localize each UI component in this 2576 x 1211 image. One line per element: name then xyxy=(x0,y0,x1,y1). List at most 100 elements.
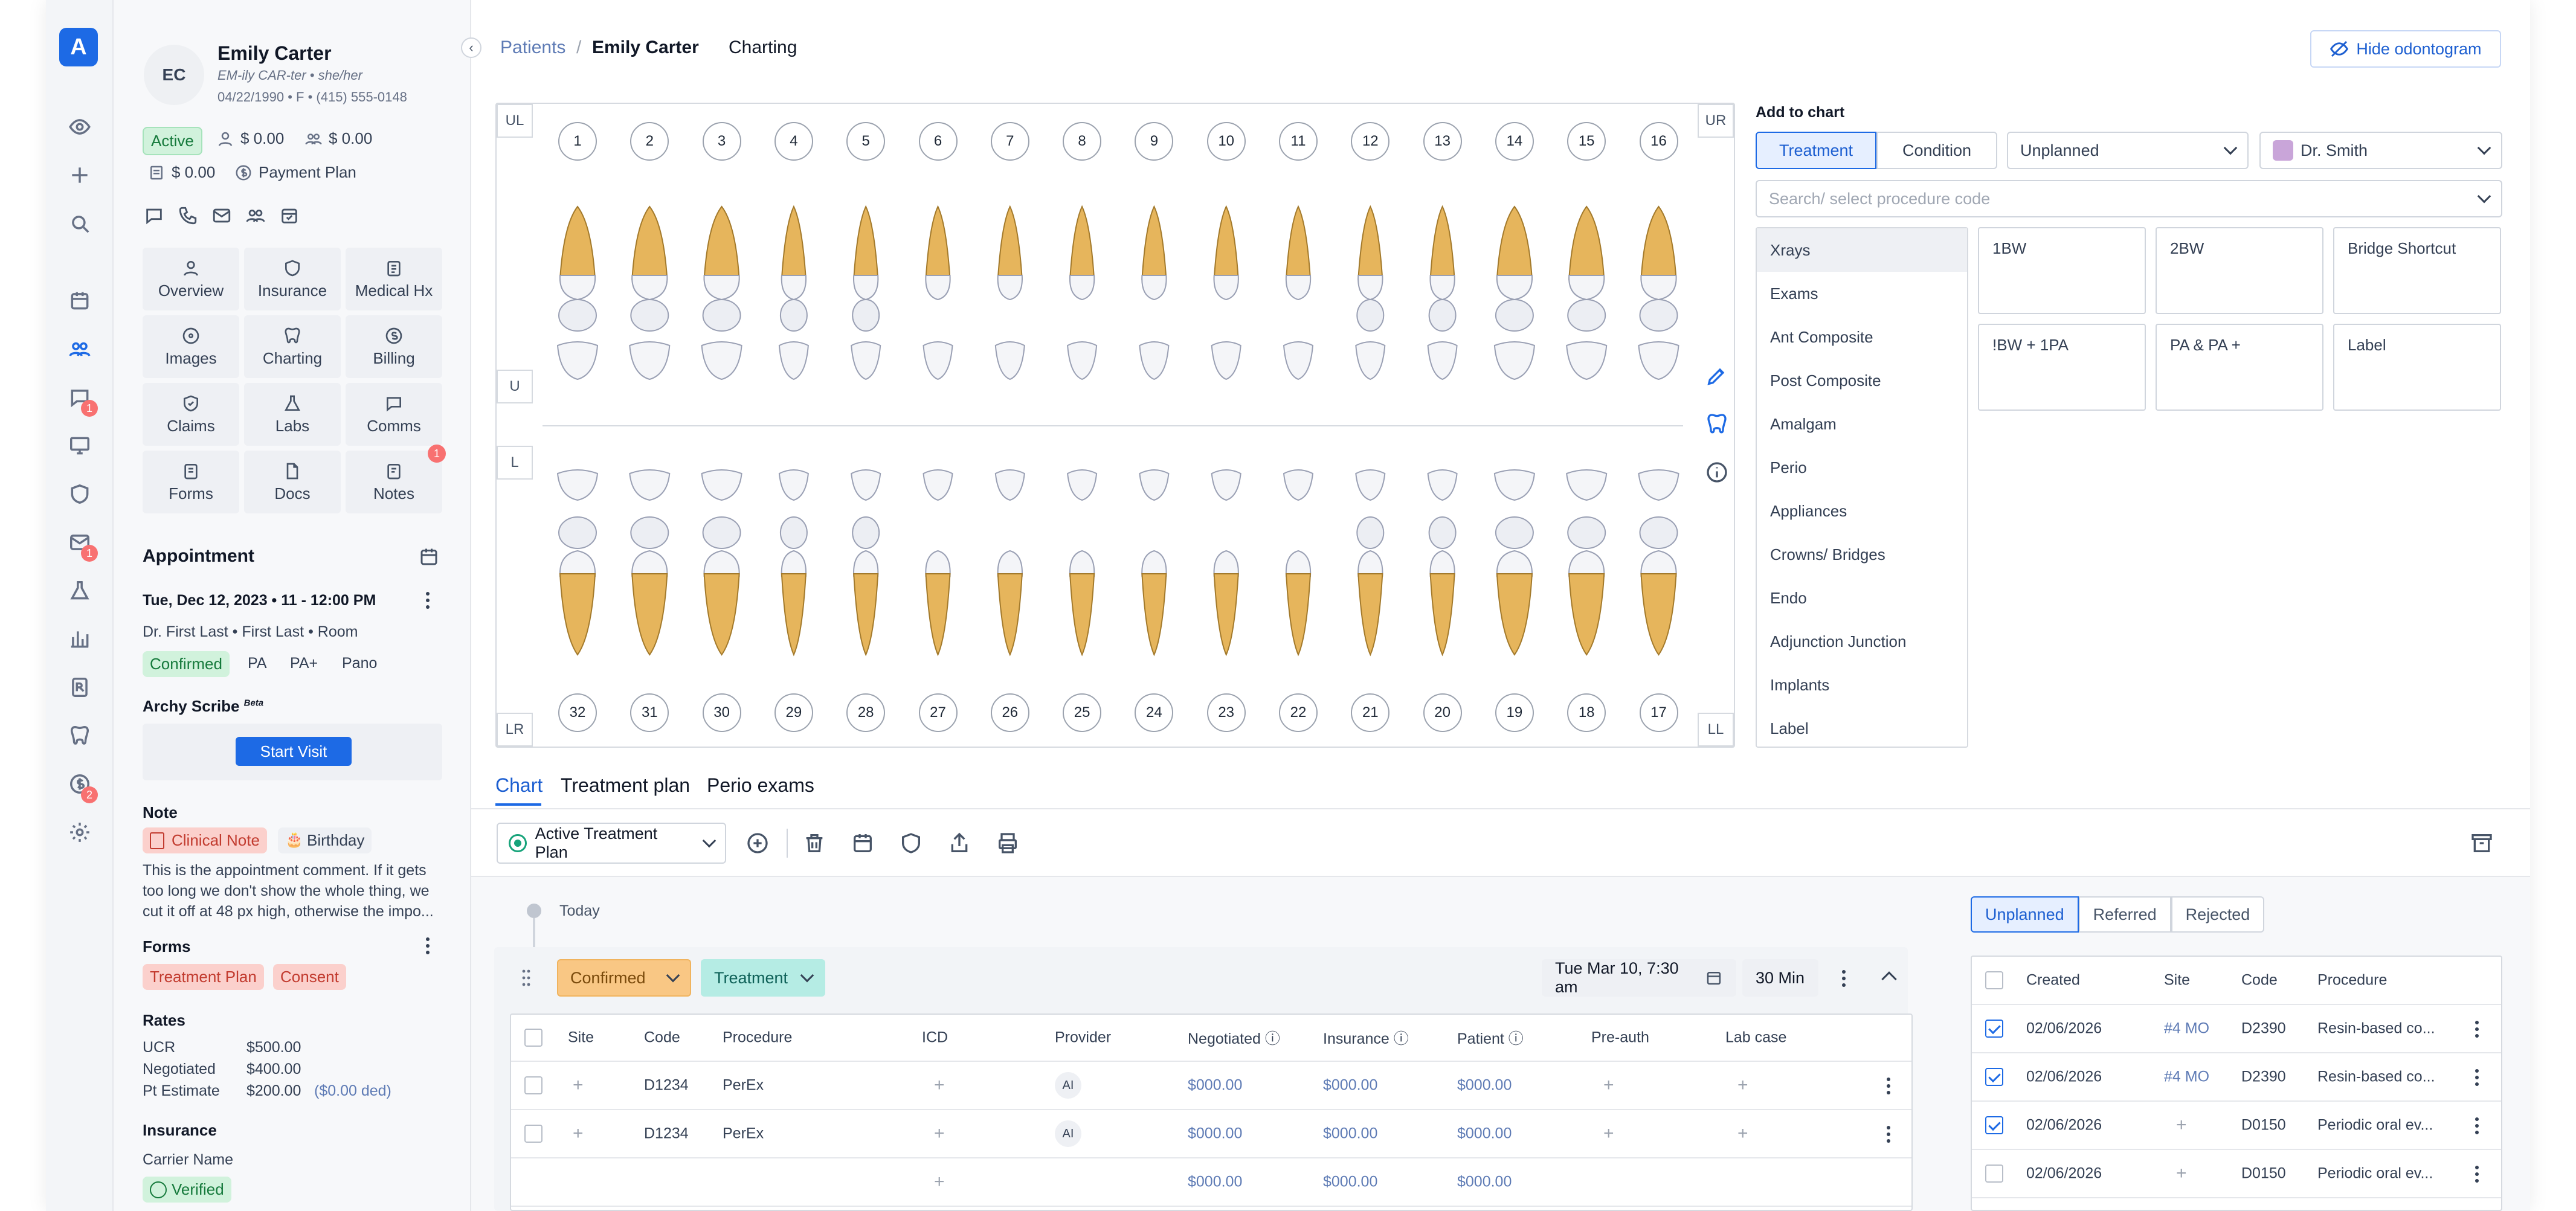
tile-labs[interactable]: Labs xyxy=(244,383,341,446)
tooth-root-upper[interactable] xyxy=(925,205,951,280)
archive-icon[interactable] xyxy=(2470,831,2494,855)
tooth-root-upper[interactable] xyxy=(1640,205,1677,280)
tooth-occlusal-upper[interactable] xyxy=(852,299,880,332)
prescription-icon[interactable] xyxy=(65,673,94,702)
patients-icon[interactable] xyxy=(65,335,94,364)
category-item[interactable]: Crowns/ Bridges xyxy=(1770,545,1885,564)
category-item[interactable]: Xrays xyxy=(1757,228,1967,272)
tooth-number-19[interactable]: 19 xyxy=(1495,693,1534,732)
tooth-facial-lower[interactable] xyxy=(1638,469,1679,501)
tooth-crown-upper[interactable] xyxy=(997,275,1023,301)
clinical-note-tag[interactable]: Clinical Note xyxy=(143,827,267,853)
tooth-crown-lower[interactable] xyxy=(853,550,879,577)
treatment-toggle[interactable]: Treatment xyxy=(1756,132,1876,169)
tooth-facial-upper[interactable] xyxy=(1566,341,1608,381)
tooth-number-1[interactable]: 1 xyxy=(558,122,597,161)
tooth-crown-upper[interactable] xyxy=(1568,275,1605,301)
procedure-search-input[interactable]: Search/ select procedure code xyxy=(1756,180,2502,217)
tooth-root-upper[interactable] xyxy=(1141,205,1167,280)
add-row-icon[interactable]: + xyxy=(934,1172,945,1192)
calendar-edit-icon[interactable] xyxy=(851,831,875,855)
tooth-facial-upper[interactable] xyxy=(778,341,809,381)
tooth-root-lower[interactable] xyxy=(781,573,807,657)
share-icon[interactable] xyxy=(947,831,971,855)
tooth-root-upper[interactable] xyxy=(781,205,807,280)
shortcut-card[interactable]: Label xyxy=(2333,324,2501,411)
tooth-root-upper[interactable] xyxy=(1496,205,1533,280)
forms-menu-button[interactable] xyxy=(422,934,434,958)
eye-icon[interactable] xyxy=(65,112,94,141)
tooth-icon[interactable] xyxy=(65,721,94,750)
tooth-number-18[interactable]: 18 xyxy=(1567,693,1606,732)
shortcut-card[interactable]: 1BW xyxy=(1978,227,2146,314)
drag-handle-icon[interactable] xyxy=(522,969,530,987)
visit-duration-field[interactable]: 30 Min xyxy=(1742,959,1818,997)
provider-avatar[interactable]: AI xyxy=(1055,1120,1081,1147)
tooth-crown-upper[interactable] xyxy=(1141,275,1167,301)
tooth-facial-lower[interactable] xyxy=(701,469,742,501)
tooth-crown-upper[interactable] xyxy=(559,275,596,301)
tooth-facial-lower[interactable] xyxy=(629,469,671,501)
status-dropdown[interactable]: Unplanned xyxy=(2007,132,2249,169)
visit-status-dropdown[interactable]: Confirmed xyxy=(557,959,691,997)
tooth-occlusal-lower[interactable] xyxy=(1356,516,1385,549)
tooth-crown-upper[interactable] xyxy=(1069,275,1095,301)
tooth-number-23[interactable]: 23 xyxy=(1206,693,1246,732)
visit-date-field[interactable]: Tue Mar 10, 7:30 am xyxy=(1542,959,1736,997)
tooth-occlusal-lower[interactable] xyxy=(1495,516,1534,549)
shortcut-card[interactable]: !BW + 1PA xyxy=(1978,324,2146,411)
row-menu-button[interactable] xyxy=(2471,1162,2483,1186)
tooth-number-29[interactable]: 29 xyxy=(774,693,813,732)
row-menu-button[interactable] xyxy=(2471,1017,2483,1041)
tile-notes[interactable]: Notes xyxy=(346,451,442,513)
tooth-root-upper[interactable] xyxy=(631,205,668,280)
tooth-crown-upper[interactable] xyxy=(1285,275,1312,301)
add-labcase-icon[interactable]: + xyxy=(1737,1123,1748,1143)
quadrant-ul[interactable]: UL xyxy=(497,104,533,138)
row-checkbox[interactable] xyxy=(1985,1020,2003,1038)
tile-medical-hx[interactable]: Medical Hx xyxy=(346,248,442,310)
tooth-number-13[interactable]: 13 xyxy=(1423,122,1462,161)
form-consent[interactable]: Consent xyxy=(273,964,346,990)
tooth-facial-upper[interactable] xyxy=(1139,341,1170,381)
bar-chart-icon[interactable] xyxy=(65,625,94,654)
tooth-root-upper[interactable] xyxy=(703,205,740,280)
tooth-crown-upper[interactable] xyxy=(925,275,951,301)
treatment-plan-selector[interactable]: Active Treatment Plan xyxy=(497,823,726,864)
tab-unplanned[interactable]: Unplanned xyxy=(1971,896,2079,933)
quadrant-lr[interactable]: LR xyxy=(497,713,533,747)
quadrant-ll[interactable]: LL xyxy=(1698,713,1734,747)
tooth-root-upper[interactable] xyxy=(1429,205,1455,280)
add-plan-icon[interactable] xyxy=(745,831,770,855)
tooth-facial-lower[interactable] xyxy=(1283,469,1314,501)
tooth-root-upper[interactable] xyxy=(559,205,596,280)
tooth-root-lower[interactable] xyxy=(559,573,596,656)
tooth-number-26[interactable]: 26 xyxy=(990,693,1029,732)
tooth-facial-upper[interactable] xyxy=(556,341,599,381)
tooth-number-30[interactable]: 30 xyxy=(702,693,741,732)
row-checkbox[interactable] xyxy=(524,1076,543,1094)
tooth-crown-lower[interactable] xyxy=(703,550,740,577)
tooth-number-21[interactable]: 21 xyxy=(1351,693,1390,732)
breadcrumb-patients[interactable]: Patients xyxy=(500,37,566,57)
condition-toggle[interactable]: Condition xyxy=(1876,132,1997,169)
tooth-occlusal-upper[interactable] xyxy=(1567,299,1606,332)
row-menu-button[interactable] xyxy=(2471,1114,2483,1138)
add-site-icon[interactable]: + xyxy=(573,1123,584,1143)
tooth-occlusal-lower[interactable] xyxy=(630,516,669,549)
row-menu-button[interactable] xyxy=(1882,1074,1895,1098)
tooth-occlusal-upper[interactable] xyxy=(1639,299,1678,332)
mail-icon[interactable]: 1 xyxy=(65,528,98,562)
select-all-checkbox[interactable] xyxy=(1985,971,2003,989)
category-item[interactable]: Implants xyxy=(1770,675,1830,694)
tooth-occlusal-lower[interactable] xyxy=(702,516,741,549)
tooth-crown-lower[interactable] xyxy=(1285,550,1312,577)
add-site-icon[interactable]: + xyxy=(2176,1115,2187,1135)
row-menu-button[interactable] xyxy=(2471,1065,2483,1090)
tab-rejected[interactable]: Rejected xyxy=(2171,896,2265,933)
calendar-icon[interactable] xyxy=(418,546,440,568)
message-icon[interactable] xyxy=(144,205,164,226)
search-icon[interactable] xyxy=(65,209,94,238)
appointment-status[interactable]: Confirmed xyxy=(143,651,230,677)
tooth-root-lower[interactable] xyxy=(997,573,1023,657)
